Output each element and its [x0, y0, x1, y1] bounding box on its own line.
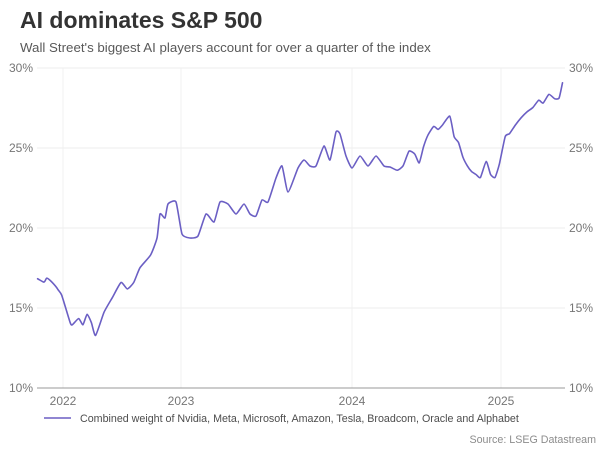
svg-text:30%: 30%: [9, 61, 33, 75]
svg-text:2024: 2024: [339, 394, 366, 408]
svg-text:25%: 25%: [569, 141, 593, 155]
svg-text:2022: 2022: [50, 394, 77, 408]
svg-text:25%: 25%: [9, 141, 33, 155]
svg-text:10%: 10%: [569, 381, 593, 395]
svg-text:20%: 20%: [9, 221, 33, 235]
svg-text:10%: 10%: [9, 381, 33, 395]
svg-text:15%: 15%: [9, 301, 33, 315]
svg-text:2023: 2023: [168, 394, 195, 408]
svg-text:15%: 15%: [569, 301, 593, 315]
svg-text:30%: 30%: [569, 61, 593, 75]
svg-text:Combined weight of Nvidia, Met: Combined weight of Nvidia, Meta, Microso…: [80, 413, 519, 425]
svg-text:20%: 20%: [569, 221, 593, 235]
svg-text:2025: 2025: [488, 394, 515, 408]
svg-text:Source: LSEG Datastream: Source: LSEG Datastream: [469, 434, 596, 446]
